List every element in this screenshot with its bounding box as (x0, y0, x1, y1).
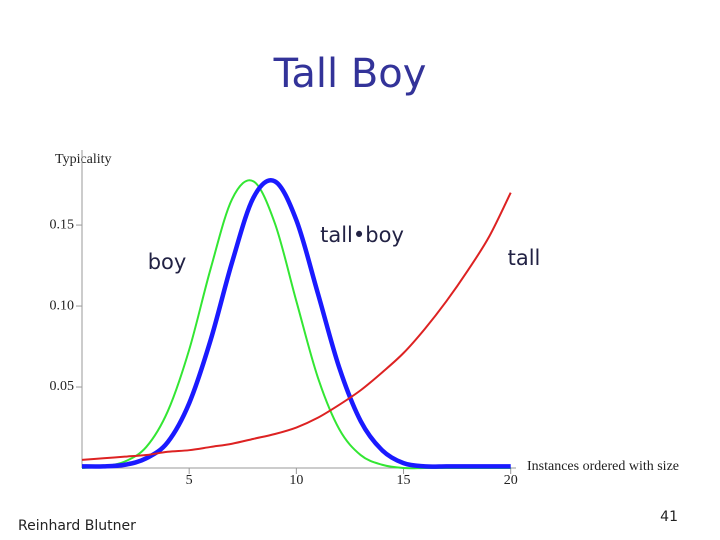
series-label: boy (148, 250, 187, 274)
x-tick-label: 15 (397, 473, 411, 488)
y-tick-label: 0.10 (50, 298, 75, 313)
x-tick-label: 10 (289, 473, 303, 488)
y-tick-label: 0.05 (50, 379, 75, 394)
x-axis-label: Instances ordered with size (527, 459, 679, 474)
x-tick-label: 5 (186, 473, 193, 488)
page-number: 41 (660, 509, 678, 525)
series-label: tall (508, 246, 541, 270)
footer: Reinhard Blutner (18, 518, 136, 534)
y-axis-label: Typicality (55, 152, 112, 167)
series-label: tall•boy (320, 223, 404, 247)
series-line (81, 192, 512, 461)
slide-title: Tall Boy (273, 51, 427, 97)
series-line (81, 178, 511, 469)
y-tick-label: 0.15 (50, 217, 75, 232)
x-tick-label: 20 (504, 473, 518, 488)
